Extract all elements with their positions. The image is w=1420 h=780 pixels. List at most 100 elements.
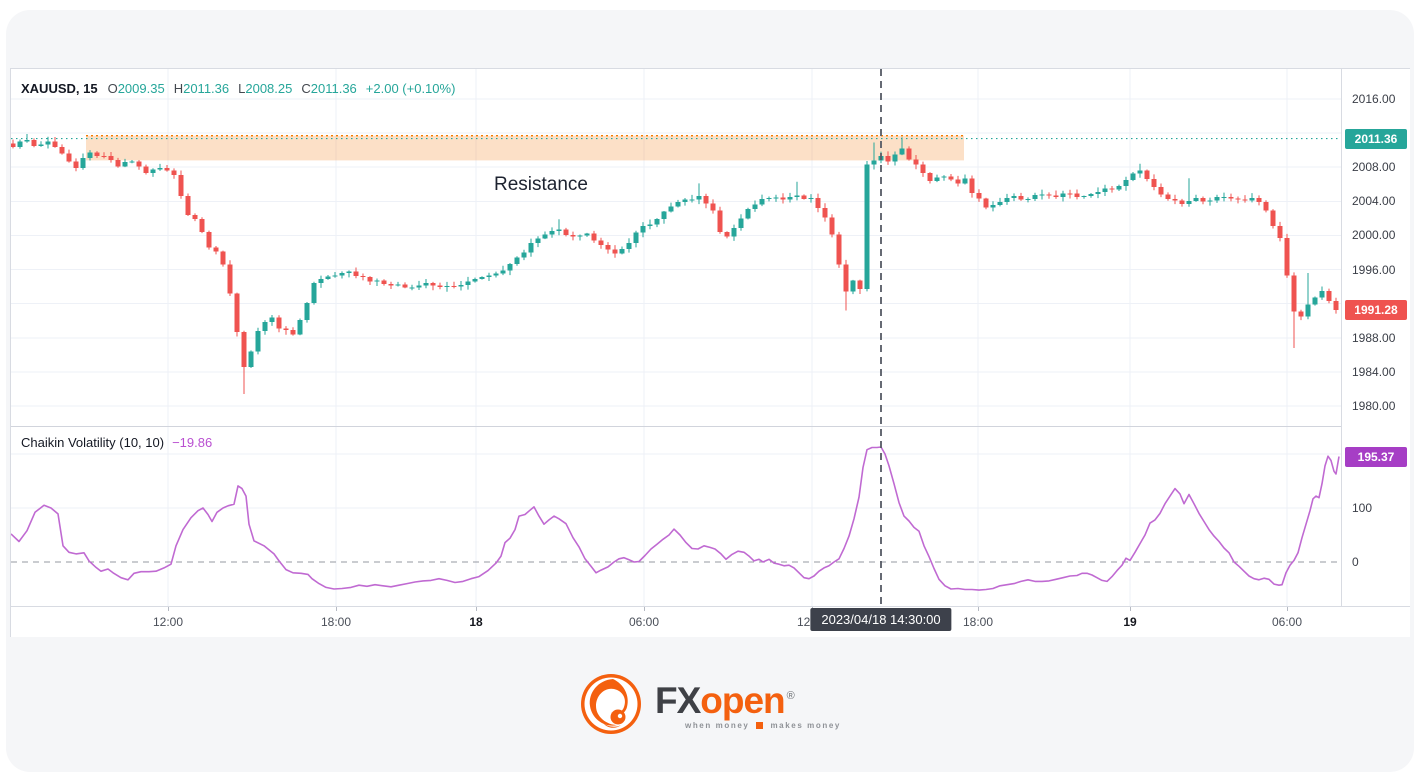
candle-body xyxy=(437,285,443,287)
candle-body xyxy=(815,197,821,208)
candle-body xyxy=(66,153,72,162)
candle-body xyxy=(213,247,219,252)
candle-body xyxy=(1018,196,1024,200)
candle-body xyxy=(241,331,247,367)
candle-body xyxy=(990,205,996,208)
candle-body xyxy=(1333,301,1339,310)
candle-body xyxy=(507,263,513,271)
candle-body xyxy=(724,232,730,237)
candle-body xyxy=(290,330,296,335)
candle-body xyxy=(1214,197,1220,201)
time-tick-mark xyxy=(168,607,169,611)
candle-body xyxy=(1284,238,1290,276)
price-badge: 2011.36 xyxy=(1345,128,1407,149)
candle-body xyxy=(605,244,611,250)
candle-body xyxy=(248,351,254,367)
candle-body xyxy=(528,243,534,253)
price-axis[interactable]: 2016.00 2008.00 2004.00 2000.00 1996.00 1988.… xyxy=(1341,69,1410,606)
candle-body xyxy=(1116,185,1122,190)
candle-body xyxy=(129,161,135,163)
candle-body xyxy=(143,166,149,174)
candle-body xyxy=(374,280,380,282)
time-tick-label: 18 xyxy=(469,615,483,629)
indicator-tick-label: 0 xyxy=(1352,555,1359,569)
candle-body xyxy=(178,174,184,197)
time-tick-label: 06:00 xyxy=(1271,615,1303,629)
candle-body xyxy=(1123,180,1129,186)
candle-body xyxy=(346,271,352,273)
candle-body xyxy=(45,141,51,145)
fxopen-wordmark: FXopen ® when money makes money xyxy=(655,678,841,730)
candle-body xyxy=(1158,186,1164,195)
candle-body xyxy=(948,176,954,180)
candle-body xyxy=(115,159,121,167)
price-tick-label: 2008.00 xyxy=(1352,160,1396,175)
candle-body xyxy=(857,280,863,290)
candle-body xyxy=(577,235,583,237)
pane-divider[interactable] xyxy=(11,426,1410,427)
candle-body xyxy=(255,330,261,352)
candle-body xyxy=(864,164,870,290)
time-tick-label: 18:00 xyxy=(320,615,352,629)
candle-body xyxy=(787,196,793,200)
candle-body xyxy=(626,243,632,249)
time-tick-mark xyxy=(978,607,979,611)
candle-body xyxy=(773,197,779,199)
candle-body xyxy=(871,160,877,165)
candle-body xyxy=(479,277,485,279)
candle-body xyxy=(367,277,373,282)
candle-body xyxy=(1053,195,1059,198)
price-tick-label: 2016.00 xyxy=(1352,92,1396,106)
candle-body xyxy=(1277,226,1283,239)
candle-body xyxy=(234,293,240,332)
candle-body xyxy=(220,251,226,265)
chart-plot-area[interactable] xyxy=(11,69,1410,606)
candle-body xyxy=(17,141,23,147)
time-tick-label: 18:00 xyxy=(962,615,994,629)
chart-card: XAUUSD, 15 O2009.35 H2011.36 L2008.25 C2011.… xyxy=(10,68,1410,637)
candle-body xyxy=(703,196,709,204)
fxopen-logo: FXopen ® when money makes money xyxy=(0,664,1420,744)
candle-body xyxy=(1298,311,1304,317)
candle-body xyxy=(710,203,716,211)
candle-body xyxy=(276,317,282,329)
chaikin-volatility-line xyxy=(11,446,1340,591)
candle-body xyxy=(962,178,968,184)
candle-body xyxy=(332,275,338,277)
candle-body xyxy=(941,176,947,178)
candle-body xyxy=(808,197,814,199)
candle-body xyxy=(1039,194,1045,196)
candle-body xyxy=(1312,297,1318,305)
candle-body xyxy=(689,199,695,201)
price-tick-label: 1988.00 xyxy=(1352,330,1396,345)
price-badge: 1991.28 xyxy=(1345,299,1407,320)
candle-body xyxy=(843,264,849,292)
candle-body xyxy=(451,285,457,287)
candle-body xyxy=(304,302,310,320)
price-tick-label: 2000.00 xyxy=(1352,228,1396,243)
resistance-zone[interactable] xyxy=(86,135,964,161)
indicator-tick-label: 100 xyxy=(1352,501,1373,515)
candle-body xyxy=(1193,197,1199,201)
time-tick-mark xyxy=(1287,607,1288,611)
registered-mark: ® xyxy=(786,690,795,702)
candle-body xyxy=(1130,173,1136,181)
candle-body xyxy=(108,156,114,160)
candle-body xyxy=(1256,197,1262,203)
candle-body xyxy=(185,196,191,215)
logo-open: open xyxy=(700,680,785,721)
candle-body xyxy=(1249,197,1255,201)
candle-body xyxy=(1025,198,1031,200)
candle-body xyxy=(1179,200,1185,204)
candle-body xyxy=(752,204,758,210)
candle-body xyxy=(1151,179,1157,187)
candle-body xyxy=(997,202,1003,206)
candle-body xyxy=(486,275,492,278)
candle-body xyxy=(801,195,807,199)
candle-body xyxy=(794,195,800,197)
candle-body xyxy=(598,240,604,245)
candle-body xyxy=(766,198,772,200)
candle-body xyxy=(1109,188,1115,190)
candle-body xyxy=(913,159,919,165)
